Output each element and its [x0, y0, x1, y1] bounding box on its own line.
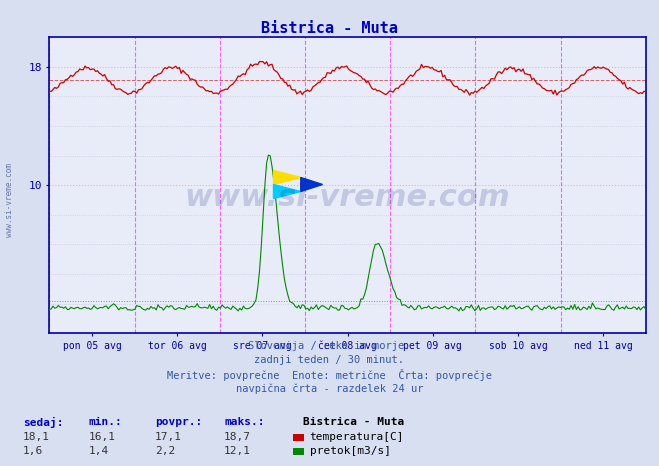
Text: 2,2: 2,2: [155, 446, 175, 456]
Text: povpr.:: povpr.:: [155, 417, 202, 427]
Text: sedaj:: sedaj:: [23, 417, 63, 428]
Text: navpična črta - razdelek 24 ur: navpična črta - razdelek 24 ur: [236, 383, 423, 394]
Text: min.:: min.:: [89, 417, 123, 427]
Text: Meritve: povprečne  Enote: metrične  Črta: povprečje: Meritve: povprečne Enote: metrične Črta:…: [167, 369, 492, 381]
Text: www.si-vreme.com: www.si-vreme.com: [185, 183, 511, 212]
Polygon shape: [301, 178, 322, 192]
Text: 17,1: 17,1: [155, 432, 182, 442]
Polygon shape: [273, 185, 301, 199]
Text: temperatura[C]: temperatura[C]: [310, 432, 404, 442]
Text: 12,1: 12,1: [224, 446, 251, 456]
Polygon shape: [273, 171, 301, 185]
Text: pretok[m3/s]: pretok[m3/s]: [310, 446, 391, 456]
Text: Bistrica - Muta: Bistrica - Muta: [261, 21, 398, 36]
Text: 16,1: 16,1: [89, 432, 116, 442]
Text: maks.:: maks.:: [224, 417, 264, 427]
Text: Slovenija / reke in morje.: Slovenija / reke in morje.: [248, 341, 411, 351]
Text: zadnji teden / 30 minut.: zadnji teden / 30 minut.: [254, 355, 405, 365]
Text: 1,6: 1,6: [23, 446, 43, 456]
Text: 1,4: 1,4: [89, 446, 109, 456]
Text: 18,1: 18,1: [23, 432, 50, 442]
Text: www.si-vreme.com: www.si-vreme.com: [5, 164, 14, 237]
Text: 18,7: 18,7: [224, 432, 251, 442]
Text: Bistrica - Muta: Bistrica - Muta: [303, 417, 405, 427]
